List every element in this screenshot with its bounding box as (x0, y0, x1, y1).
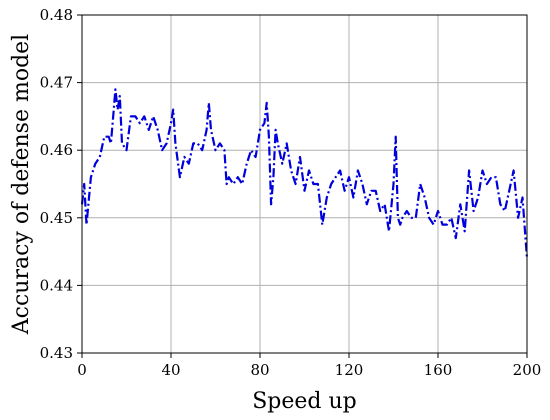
x-axis-label: Speed up (252, 389, 357, 414)
x-tick-label: 120 (335, 361, 364, 379)
y-tick-label: 0.45 (40, 209, 73, 227)
y-tick-label: 0.47 (40, 74, 73, 92)
x-tick-label: 40 (161, 361, 180, 379)
grid-lines (81, 14, 528, 354)
plot-frame (81, 14, 528, 354)
x-tick-label: 0 (77, 361, 87, 379)
x-tick-label: 80 (250, 361, 269, 379)
y-tick-label: 0.43 (40, 344, 73, 362)
y-tick-label: 0.44 (40, 276, 73, 294)
x-tick-label: 200 (513, 361, 542, 379)
series-line-0 (80, 88, 529, 259)
y-tick-label: 0.46 (40, 141, 73, 159)
y-axis-label: Accuracy of defense model (9, 34, 34, 335)
x-tick-label: 160 (424, 361, 453, 379)
series-layer (80, 88, 529, 259)
y-axis-ticks: 0.43 0.44 0.45 0.46 0.47 0.48 (40, 6, 82, 362)
y-tick-label: 0.48 (40, 6, 73, 24)
x-axis-ticks: 0 40 80 120 160 200 (77, 353, 541, 379)
